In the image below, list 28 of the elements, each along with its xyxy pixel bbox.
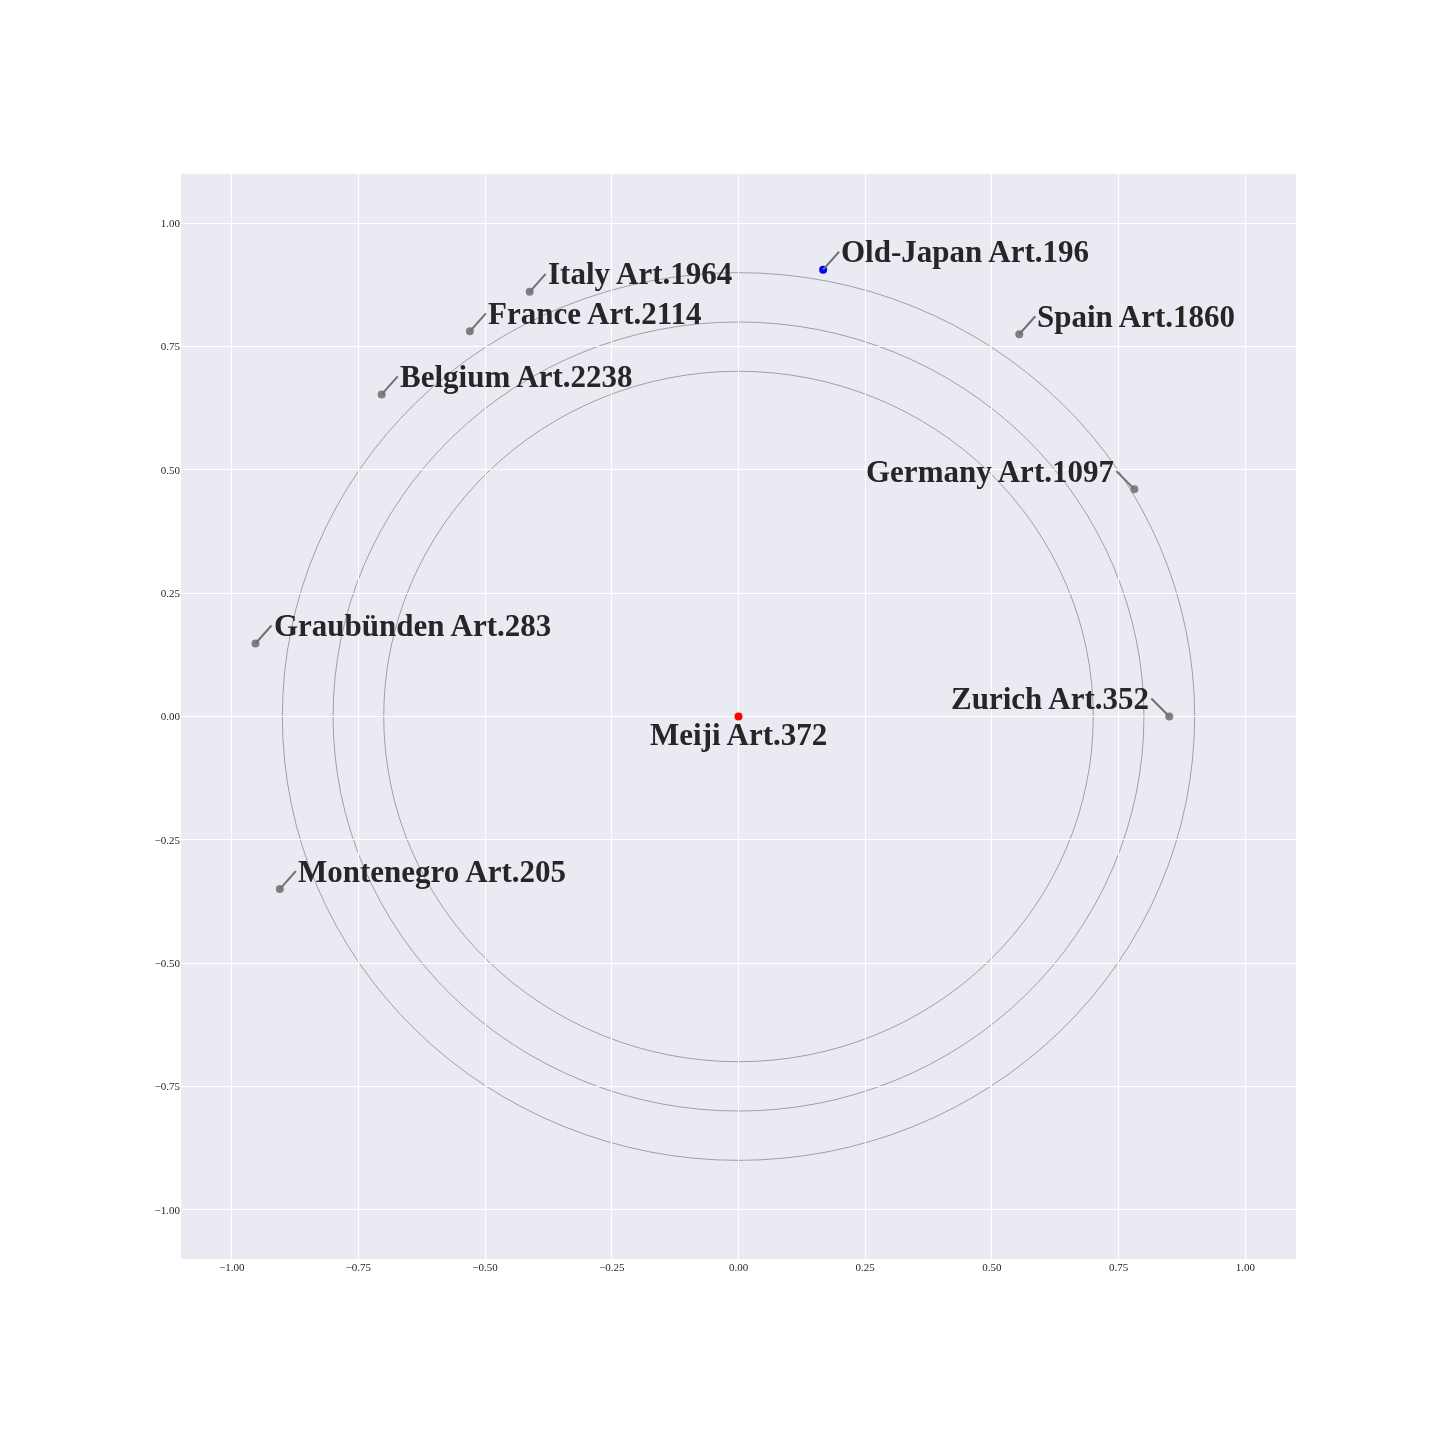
x-tick-label: 0.25	[855, 1261, 876, 1273]
y-tick-label: −0.75	[154, 1080, 181, 1093]
x-tick-label: −0.75	[345, 1261, 372, 1273]
annotation: Germany Art.1097	[866, 454, 1114, 489]
y-tick-label: −1.00	[154, 1203, 181, 1216]
y-tick-label: 1.00	[160, 217, 181, 230]
x-tick-label: −1.00	[218, 1261, 245, 1273]
y-tick-label: 0.75	[160, 340, 181, 353]
annotation: Italy Art.1964	[548, 256, 733, 291]
x-tick-label: 0.50	[982, 1261, 1003, 1273]
annotation: Spain Art.1860	[1037, 299, 1236, 334]
y-tick-label: 0.25	[160, 587, 181, 600]
x-tick-label: 0.00	[728, 1261, 749, 1273]
annotation: Zurich Art.352	[951, 681, 1150, 716]
annotation: Old-Japan Art.196	[841, 234, 1090, 269]
y-tick-label: 0.00	[160, 710, 181, 723]
annotation: Meiji Art.372	[650, 717, 828, 752]
annotation: Belgium Art.2238	[400, 359, 633, 394]
x-tick-label: −0.25	[599, 1261, 626, 1273]
x-tick-label: −0.50	[472, 1261, 499, 1273]
x-tick-label: 0.75	[1108, 1261, 1129, 1273]
annotation: France Art.2114	[488, 296, 702, 331]
annotation: Montenegro Art.205	[298, 854, 567, 889]
y-tick-label: 0.50	[160, 463, 181, 476]
annotation: Graubünden Art.283	[274, 608, 552, 643]
x-tick-label: 1.00	[1235, 1261, 1256, 1273]
y-tick-label: −0.50	[154, 956, 181, 969]
y-tick-label: −0.25	[154, 833, 181, 846]
